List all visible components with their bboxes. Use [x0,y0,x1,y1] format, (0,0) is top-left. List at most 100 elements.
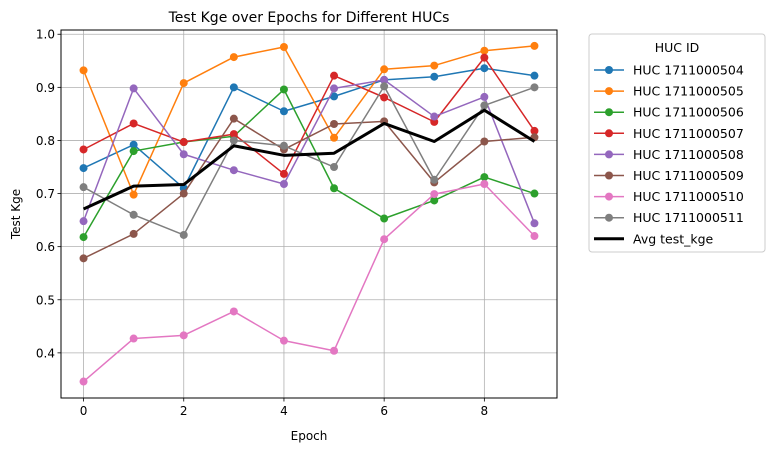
y-axis-label: Test Kge [9,189,23,240]
data-point [480,92,489,101]
legend-label: Avg test_kge [633,231,714,246]
data-point [229,136,238,145]
legend-marker [605,150,613,159]
legend-label: HUC 1711000511 [633,210,744,225]
data-point [530,71,539,80]
data-point [330,119,339,128]
data-point [480,137,489,146]
series-line [83,183,535,383]
data-point [430,72,439,81]
data-point [179,331,188,340]
data-point [330,346,339,355]
data-point [430,175,439,184]
legend-marker [605,87,613,96]
y-tick-label: 1.0 [36,28,55,42]
series-5 [79,114,539,263]
data-point [530,41,539,50]
data-point [279,336,288,345]
data-point [480,64,489,73]
data-point [79,66,88,75]
data-point [330,71,339,80]
data-point [179,150,188,159]
data-point [79,183,88,192]
legend-label: HUC 1711000508 [633,147,744,162]
data-point [229,130,238,139]
data-point [430,112,439,121]
legend-item: HUC 1711000509 [594,168,744,183]
legend-item: HUC 1711000504 [594,63,744,78]
y-tick-label: 0.6 [36,240,55,254]
data-point [480,101,489,110]
series-7 [79,82,539,239]
data-point [430,61,439,70]
x-tick-label: 8 [481,404,489,418]
y-tick-label: 0.5 [36,293,55,307]
series-3 [79,53,539,178]
legend-label: HUC 1711000505 [633,84,744,99]
data-point [129,147,138,156]
chart-title: Test Kge over Epochs for Different HUCs [168,10,450,26]
average-line [82,108,536,211]
data-point [380,235,389,244]
data-point [129,84,138,93]
data-point [129,190,138,199]
series-line [83,117,535,260]
data-point [279,179,288,188]
legend-marker [605,129,613,138]
data-point [79,254,88,263]
data-point [330,84,339,93]
data-point [330,184,339,193]
data-point [480,173,489,182]
series-line [83,56,536,175]
legend-label: HUC 1711000504 [633,63,744,78]
series-1 [79,41,539,199]
data-point [129,210,138,219]
legend-item: HUC 1711000506 [594,105,744,120]
legend-label: HUC 1711000507 [633,126,744,141]
data-point [229,166,238,175]
data-point [480,179,489,188]
data-point [179,230,188,239]
y-tick-label: 0.9 [36,81,55,95]
data-point [129,229,138,238]
legend-item: HUC 1711000508 [594,147,744,162]
legend-box [588,33,766,253]
legend-item: HUC 1711000505 [594,84,744,99]
legend-marker [605,213,613,222]
series-6 [79,179,539,386]
data-point [129,119,138,128]
x-tick-label: 0 [80,404,88,418]
data-point [229,83,238,92]
legend-item: HUC 1711000511 [594,210,744,225]
data-point [79,377,88,386]
data-point [79,164,88,173]
legend-item: Avg test_kge [594,231,714,246]
series-4 [79,75,539,228]
data-point [279,85,288,94]
data-point [129,140,138,149]
data-point [229,307,238,316]
data-point [530,83,539,92]
data-point [530,232,539,241]
data-point [229,53,238,62]
series-line [82,79,536,224]
x-tick-label: 4 [280,404,288,418]
y-tick-label: 0.4 [36,346,55,360]
data-point [279,169,288,178]
legend-label: HUC 1711000506 [633,105,744,120]
legend-marker [605,192,613,201]
data-point [79,233,88,242]
data-point [179,79,188,88]
data-point [79,145,88,154]
data-point [480,53,489,62]
data-point [530,219,539,228]
data-point [179,138,188,147]
data-point [530,126,539,135]
data-point [229,114,238,123]
data-point [79,217,88,226]
y-tick-label: 0.8 [36,134,55,148]
legend-marker [605,108,613,117]
plot-frame [60,29,558,399]
legend-item: HUC 1711000507 [594,126,744,141]
